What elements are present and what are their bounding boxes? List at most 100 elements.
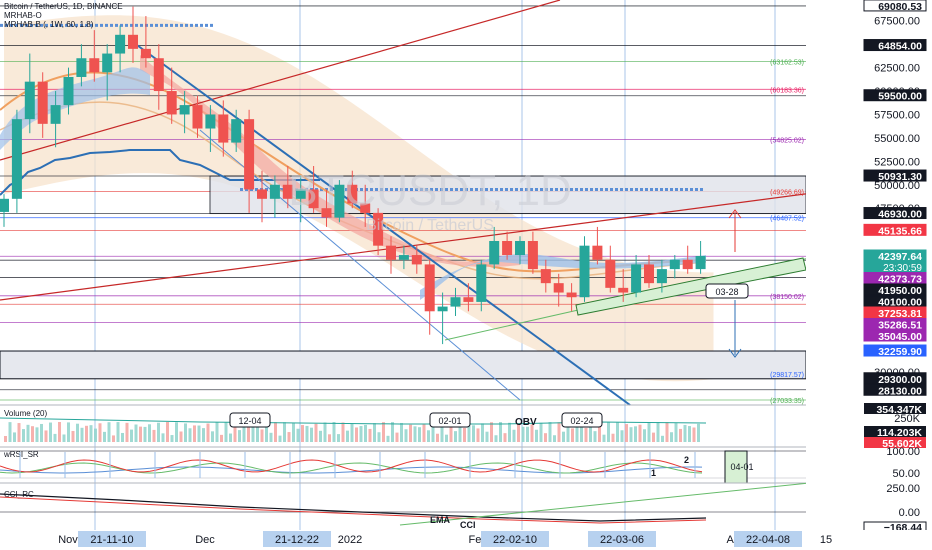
volume-bar — [17, 423, 21, 442]
candle-body — [669, 259, 680, 270]
volume-bar — [161, 433, 165, 442]
candle-body — [63, 76, 74, 106]
volume-bar — [152, 429, 156, 442]
volume-bar — [305, 425, 309, 442]
wrsi-number: 2 — [684, 455, 689, 465]
candle-body — [166, 91, 177, 115]
volume-bar — [224, 422, 228, 442]
time-highlight — [78, 531, 146, 547]
volume-callout-label: 12-04 — [238, 416, 261, 426]
volume-bar — [13, 432, 16, 442]
candle-body — [321, 208, 332, 218]
time-highlight-label: 21-11-10 — [90, 534, 133, 546]
price-tag — [863, 169, 927, 182]
candle-body — [540, 269, 551, 284]
volume-bar — [526, 426, 529, 442]
candle-body — [656, 269, 667, 284]
volume-bar — [62, 434, 66, 442]
volume-bar — [4, 436, 7, 442]
level-value-label: (54825.02) — [770, 138, 804, 145]
volume-bar — [557, 422, 561, 442]
volume-tag — [864, 403, 926, 414]
volume-callout-box — [561, 412, 603, 428]
volume-bar — [440, 422, 444, 442]
candle-body — [50, 105, 61, 124]
volume-bar — [382, 422, 385, 442]
volume-bar — [697, 423, 700, 442]
volume-bar — [215, 422, 219, 442]
price-tag-label: 28130.00 — [878, 385, 922, 397]
volume-bar — [292, 423, 295, 442]
volume-bar — [229, 433, 232, 442]
time-highlight-label: 22-03-06 — [600, 534, 644, 546]
time-tick-label: 2022 — [338, 534, 362, 546]
volume-bar — [458, 423, 462, 442]
volume-tag — [864, 437, 926, 448]
volume-bar — [211, 431, 214, 442]
volume-bar — [427, 430, 430, 442]
price-tag-label: 37253.81 — [878, 308, 922, 320]
volume-bar — [80, 427, 84, 442]
volume-bar — [463, 427, 466, 442]
wrsi-callout-label: 04-01 — [730, 462, 753, 472]
volume-bar — [121, 432, 124, 442]
volume-bar — [157, 422, 160, 442]
candle-body — [231, 119, 242, 143]
volume-tag — [864, 426, 926, 437]
level-value-label: (38150.02) — [770, 294, 804, 301]
price-tick-label: 50000.00 — [874, 180, 920, 192]
volume-bar — [508, 422, 511, 442]
price-tick-label: 62500.00 — [874, 63, 920, 75]
candle-body — [489, 240, 500, 265]
price-tag — [863, 39, 927, 52]
volume-bar — [580, 425, 583, 442]
candle-body — [411, 255, 422, 265]
volume-bar — [341, 422, 345, 442]
volume-bar — [143, 426, 147, 442]
candle-body — [695, 255, 706, 270]
arrow-down-head — [728, 348, 742, 358]
volume-bar — [193, 425, 196, 442]
price-tag — [863, 223, 927, 236]
candle-body — [0, 198, 9, 212]
price-tag-label: 41950.00 — [878, 285, 922, 297]
price-axis[interactable]: 67500.0065000.0062500.0060000.0057500.00… — [806, 0, 932, 550]
volume-bar — [350, 423, 354, 442]
volume-bar — [319, 430, 322, 442]
volume-bar — [310, 427, 313, 442]
volume-bar — [553, 435, 556, 442]
time-highlight — [588, 531, 656, 547]
volume-bar — [629, 427, 633, 442]
volume-bar — [328, 434, 331, 442]
volume-bar — [265, 422, 268, 442]
volume-bar — [184, 423, 187, 442]
price-tag-label: 40100.00 — [878, 297, 922, 309]
candle-body — [566, 292, 577, 298]
time-highlight-label: 22-04-08 — [746, 534, 790, 546]
volume-bar — [413, 426, 417, 442]
volume-bar — [260, 429, 264, 442]
cci-trendline — [399, 477, 859, 526]
level-value-label: (46487.52) — [770, 216, 804, 223]
legend: Bitcoin / TetherUS, 1D, BINANCEMRHAB-OMR… — [4, 2, 123, 29]
candle-body — [334, 184, 345, 218]
time-highlight — [263, 531, 331, 547]
price-tag — [863, 89, 927, 102]
price-tag-label: 50931.30 — [878, 171, 922, 183]
volume-callout-label: 02-24 — [570, 416, 593, 426]
candle-body — [373, 212, 384, 246]
level-value-label: (29817.57) — [770, 372, 804, 379]
time-axis[interactable]: NovDec2022FebApr1521-11-1021-12-2222-02-… — [0, 530, 932, 550]
candle-body — [463, 297, 474, 302]
volume-tag-label: 354.347K — [876, 404, 922, 416]
price-tag-label: 59500.00 — [878, 91, 922, 103]
volume-bar — [571, 428, 574, 442]
wrsi-tick: 100.00 — [886, 446, 920, 458]
volume-tag-label: 114.203K — [877, 427, 922, 439]
volume-bar — [359, 426, 363, 442]
price-tag-label: 42373.73 — [878, 274, 922, 286]
trendline-red-upper — [0, 0, 561, 161]
volume-bar — [589, 423, 592, 442]
